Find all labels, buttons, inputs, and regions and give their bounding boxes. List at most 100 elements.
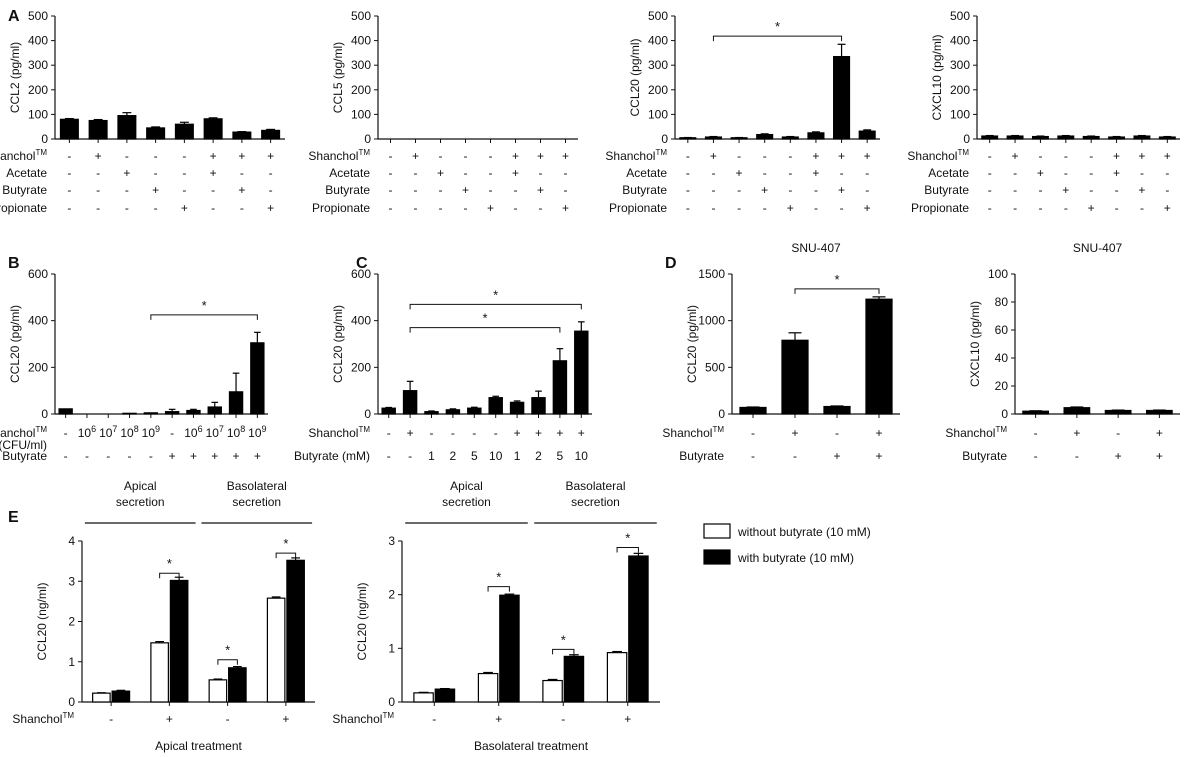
condition-mark: - <box>464 166 468 180</box>
condition-mark: - <box>686 166 690 180</box>
significance-star: * <box>561 632 566 647</box>
y-tick-label: 3 <box>68 574 75 588</box>
condition-mark: - <box>1115 183 1119 197</box>
chart-title: SNU-407 <box>791 241 841 255</box>
y-tick-label: 4 <box>68 534 75 548</box>
condition-mark: 106 <box>184 424 202 440</box>
y-tick-label: 200 <box>28 83 48 97</box>
condition-mark: - <box>472 426 476 440</box>
bar <box>169 579 189 703</box>
bar <box>833 55 851 140</box>
y-tick-label: 500 <box>705 360 725 374</box>
condition-mark: + <box>710 149 717 163</box>
condition-mark: - <box>125 149 129 163</box>
condition-mark: - <box>737 149 741 163</box>
condition-mark: - <box>96 183 100 197</box>
chart-e1: E 0 1 2 3 4 CCL20 (ng/ml) * * * ShancholTM - + - + Apic… <box>8 479 315 753</box>
condition-mark: + <box>95 149 102 163</box>
condition-mark: - <box>1038 149 1042 163</box>
condition-mark: - <box>240 166 244 180</box>
condition-mark: - <box>751 449 755 463</box>
row-label: Acetate <box>329 166 370 180</box>
condition-mark: - <box>389 201 393 215</box>
y-tick-label: 400 <box>28 314 48 328</box>
y-tick-label: 200 <box>648 83 668 97</box>
row-label: Butyrate <box>325 183 370 197</box>
condition-mark: - <box>514 183 518 197</box>
condition-mark: - <box>1064 201 1068 215</box>
bar <box>117 115 137 140</box>
panel-label: A <box>8 8 20 25</box>
y-tick-label: 0 <box>718 407 725 421</box>
condition-mark: 109 <box>248 424 266 440</box>
y-tick-label: 20 <box>995 379 1009 393</box>
condition-mark: 5 <box>557 449 564 463</box>
condition-mark: + <box>875 449 882 463</box>
condition-mark: + <box>1113 149 1120 163</box>
significance-star: * <box>283 536 288 551</box>
row-label: Butyrate <box>2 449 47 463</box>
bar <box>1104 409 1132 415</box>
legend: without butyrate (10 mM) with butyrate (1… <box>703 523 871 565</box>
row-label: Butyrate <box>2 183 47 197</box>
bar <box>1006 135 1024 140</box>
condition-mark: - <box>686 183 690 197</box>
bar <box>59 118 79 140</box>
y-tick-label: 1500 <box>698 267 725 281</box>
condition-mark: - <box>865 166 869 180</box>
y-axis-label: CCL20 (pg/ml) <box>8 305 22 383</box>
condition-mark: + <box>267 149 274 163</box>
bar <box>58 408 73 415</box>
condition-mark: - <box>564 166 568 180</box>
condition-mark: + <box>211 449 218 463</box>
condition-mark: - <box>988 201 992 215</box>
bar <box>143 412 159 415</box>
condition-mark: 10 <box>489 449 503 463</box>
condition-mark: - <box>439 149 443 163</box>
condition-mark: - <box>539 166 543 180</box>
significance-bracket <box>275 552 297 559</box>
y-tick-label: 0 <box>661 132 668 146</box>
condition-mark: - <box>240 201 244 215</box>
condition-mark: + <box>556 426 563 440</box>
y-axis-label: CCL5 (pg/ml) <box>331 42 345 113</box>
condition-mark: - <box>414 183 418 197</box>
condition-mark: - <box>154 201 158 215</box>
condition-mark: - <box>1034 449 1038 463</box>
condition-mark: - <box>835 426 839 440</box>
y-tick-label: 100 <box>950 107 970 121</box>
condition-mark: + <box>1037 166 1044 180</box>
significance-bracket <box>616 546 639 553</box>
bar <box>402 390 418 415</box>
group-header: secretion <box>232 495 281 509</box>
condition-mark: - <box>170 426 174 440</box>
condition-mark: - <box>211 201 215 215</box>
y-tick-label: 0 <box>41 407 48 421</box>
bar <box>232 131 252 140</box>
y-tick-label: 200 <box>28 360 48 374</box>
condition-mark: + <box>181 201 188 215</box>
condition-mark: 2 <box>450 449 457 463</box>
bar <box>266 597 286 703</box>
condition-mark: + <box>875 426 882 440</box>
condition-mark: - <box>414 201 418 215</box>
group-header: secretion <box>571 495 620 509</box>
significance-star: * <box>625 530 630 545</box>
bar <box>531 397 546 415</box>
bar <box>865 298 893 415</box>
condition-mark: + <box>736 166 743 180</box>
y-tick-label: 200 <box>950 83 970 97</box>
y-tick-label: 0 <box>963 132 970 146</box>
bar <box>574 330 589 415</box>
bar <box>499 594 520 703</box>
condition-mark: + <box>495 712 502 726</box>
panel-label: B <box>8 255 20 272</box>
y-tick-label: 300 <box>648 58 668 72</box>
legend-label: with butyrate (10 mM) <box>737 551 854 565</box>
condition-mark: - <box>1064 149 1068 163</box>
row-label: Propionate <box>0 201 47 215</box>
y-tick-label: 300 <box>28 58 48 72</box>
bar <box>981 135 999 140</box>
